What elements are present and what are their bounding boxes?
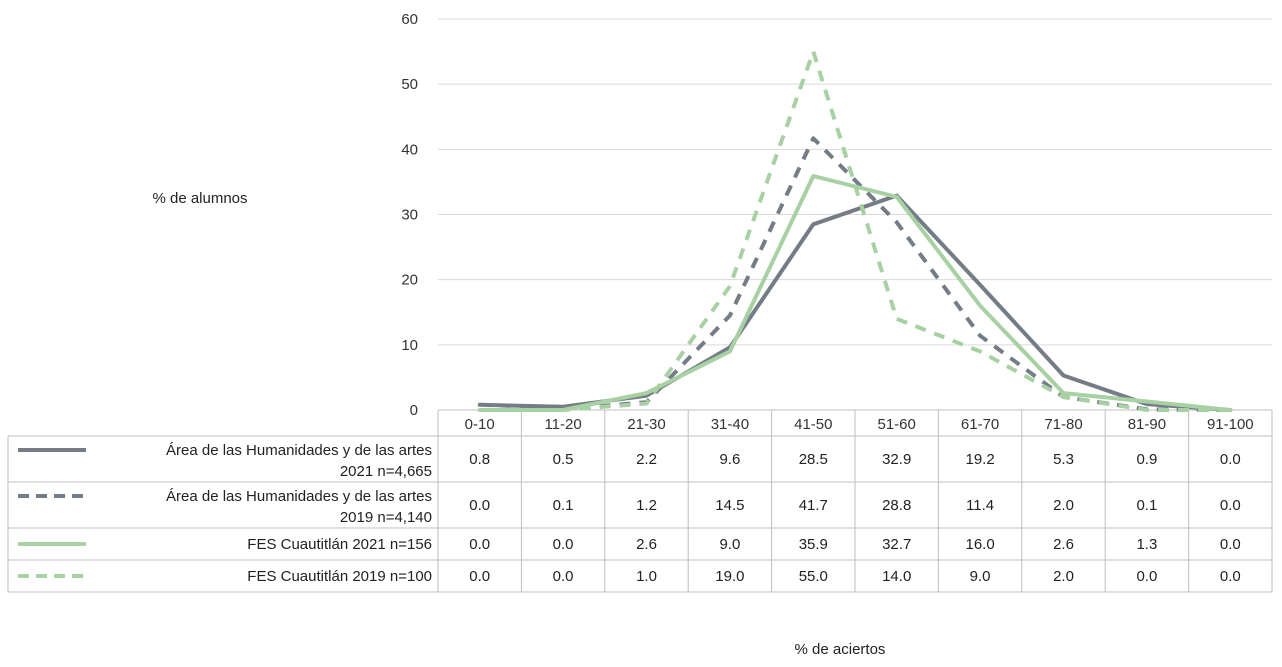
y-tick-label: 30 xyxy=(401,207,418,224)
series-line xyxy=(479,49,1231,412)
data-label: 0.0 xyxy=(1220,497,1241,514)
series-line xyxy=(479,136,1231,412)
data-label: 1.0 xyxy=(636,568,657,585)
data-label: 0.0 xyxy=(1220,568,1241,585)
data-label: 0.1 xyxy=(553,497,574,514)
legend-label: FES Cuautitlán 2019 n=100 xyxy=(247,568,432,585)
x-tick-label: 71-80 xyxy=(1044,416,1082,433)
data-label: 0.0 xyxy=(553,536,574,553)
x-tick-label: 81-90 xyxy=(1128,416,1166,433)
data-label: 1.3 xyxy=(1136,536,1157,553)
x-axis-title: % de aciertos xyxy=(794,641,886,658)
data-label: 32.9 xyxy=(882,451,911,468)
data-label: 2.6 xyxy=(636,536,657,553)
data-label: 2.0 xyxy=(1053,497,1074,514)
x-tick-label: 51-60 xyxy=(878,416,916,433)
legend-label: Área de las Humanidades y de las artes xyxy=(166,488,432,505)
data-label: 0.0 xyxy=(1136,568,1157,585)
data-label: 0.0 xyxy=(469,497,490,514)
data-label: 55.0 xyxy=(799,568,828,585)
legend-label: 2021 n=4,665 xyxy=(340,463,432,480)
y-axis-title: % de alumnos xyxy=(152,190,248,207)
data-label: 0.0 xyxy=(1220,536,1241,553)
x-tick-label: 0-10 xyxy=(465,416,495,433)
series-line xyxy=(477,193,1233,412)
data-label: 2.6 xyxy=(1053,536,1074,553)
legend-label: FES Cuautitlán 2021 n=156 xyxy=(247,536,432,553)
data-label: 19.0 xyxy=(715,568,744,585)
x-tick-label: 61-70 xyxy=(961,416,999,433)
data-label: 35.9 xyxy=(799,536,828,553)
data-label: 0.0 xyxy=(469,536,490,553)
y-tick-label: 40 xyxy=(401,141,418,158)
y-tick-label: 10 xyxy=(401,337,418,354)
x-tick-label: 31-40 xyxy=(711,416,749,433)
data-label: 2.0 xyxy=(1053,568,1074,585)
data-label: 9.0 xyxy=(970,568,991,585)
data-label: 28.5 xyxy=(799,451,828,468)
data-label: 41.7 xyxy=(799,497,828,514)
y-tick-label: 60 xyxy=(401,11,418,28)
data-label: 1.2 xyxy=(636,497,657,514)
x-tick-label: 11-20 xyxy=(544,416,581,433)
legend-label: 2019 n=4,140 xyxy=(340,509,432,526)
y-tick-label: 0 xyxy=(410,402,418,419)
data-label: 14.0 xyxy=(882,568,911,585)
data-label: 0.0 xyxy=(1220,451,1241,468)
data-label: 0.1 xyxy=(1136,497,1157,514)
data-label: 0.9 xyxy=(1136,451,1157,468)
data-label: 0.5 xyxy=(553,451,574,468)
data-label: 9.0 xyxy=(719,536,740,553)
data-label: 0.0 xyxy=(469,568,490,585)
data-label: 16.0 xyxy=(965,536,994,553)
data-label: 19.2 xyxy=(965,451,994,468)
data-label: 32.7 xyxy=(882,536,911,553)
data-label: 0.0 xyxy=(553,568,574,585)
data-label: 2.2 xyxy=(636,451,657,468)
data-label: 5.3 xyxy=(1053,451,1074,468)
data-label: 11.4 xyxy=(966,497,994,514)
y-tick-label: 20 xyxy=(401,272,418,289)
x-tick-label: 91-100 xyxy=(1207,416,1254,433)
legend-label: Área de las Humanidades y de las artes xyxy=(166,442,432,459)
data-label: 9.6 xyxy=(719,451,740,468)
data-label: 28.8 xyxy=(882,497,911,514)
y-tick-label: 50 xyxy=(401,76,418,93)
data-label: 0.8 xyxy=(469,451,490,468)
x-tick-label: 21-30 xyxy=(627,416,665,433)
x-tick-label: 41-50 xyxy=(794,416,832,433)
data-label: 14.5 xyxy=(715,497,744,514)
